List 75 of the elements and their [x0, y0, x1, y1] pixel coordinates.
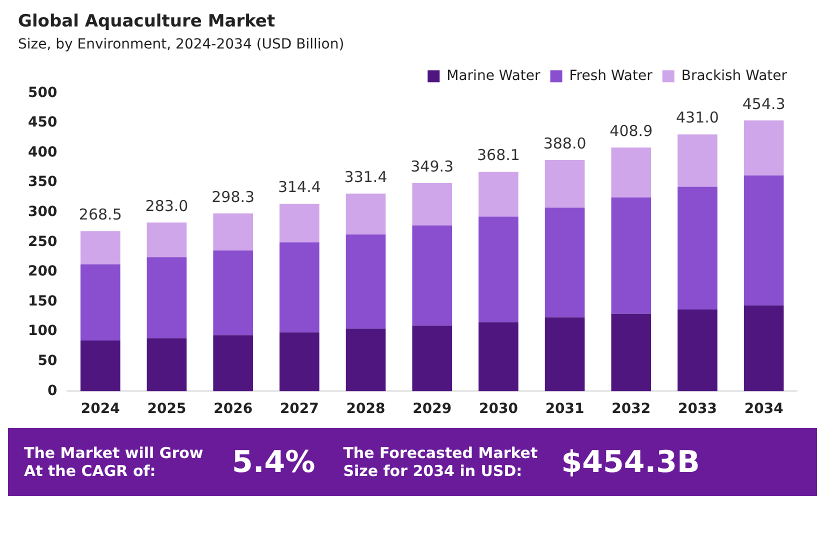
x-tick-label: 2031	[545, 401, 584, 418]
total-label: 349.3	[410, 157, 454, 176]
bar	[146, 257, 187, 338]
bar	[146, 222, 187, 258]
chart-title: Global Aquaculture Market	[18, 12, 276, 32]
bar	[346, 194, 386, 234]
bar	[744, 305, 784, 392]
bar	[213, 250, 253, 336]
bar	[213, 335, 253, 392]
bar	[412, 226, 452, 326]
y-tick-label: 500	[28, 84, 58, 101]
bar	[80, 264, 120, 341]
x-tick-label: 2029	[412, 401, 452, 418]
bar	[611, 314, 652, 392]
bar	[280, 242, 320, 332]
bar	[611, 147, 652, 198]
bar	[611, 198, 652, 314]
x-tick-label: 2033	[678, 401, 717, 418]
total-label: 408.9	[610, 122, 653, 140]
text: The Market will Grow At the CAGR of:	[24, 444, 204, 480]
x-tick-label: 2032	[612, 401, 651, 418]
bar	[346, 234, 386, 329]
bar	[744, 120, 784, 176]
total-label: 431.0	[676, 108, 719, 127]
y-tick-label: 450	[28, 114, 58, 131]
bar	[80, 231, 120, 264]
total-label: 268.5	[78, 206, 122, 224]
legend-label: Marine Water	[446, 68, 541, 84]
bar	[478, 322, 518, 392]
total-label: 298.3	[212, 188, 255, 206]
bar	[478, 216, 518, 322]
y-tick-label: 200	[28, 264, 58, 280]
x-tick-label: 2025	[147, 401, 186, 418]
text: $454.3B	[561, 444, 700, 480]
y-tick-label: 0	[47, 382, 58, 399]
x-tick-label: 2027	[280, 401, 319, 418]
text: The Forecasted Market Size for 2034 in USD:	[343, 444, 539, 480]
total-label: 388.0	[543, 134, 586, 152]
total-label: 368.1	[476, 146, 520, 164]
total-label: 331.4	[344, 168, 388, 186]
bar	[678, 186, 718, 310]
x-tick-label: 2024	[80, 401, 120, 418]
text: 5.4%	[232, 444, 316, 480]
y-tick-label: 350	[28, 174, 58, 190]
bar	[678, 310, 718, 392]
bar	[80, 340, 120, 392]
x-tick-label: 2030	[478, 401, 518, 418]
chart-subtitle: Size, by Environment, 2024-2034 (USD Billion)	[18, 36, 344, 52]
total-label: 283.0	[145, 196, 188, 215]
bar	[280, 204, 320, 242]
bar	[478, 172, 518, 217]
bar	[544, 160, 585, 208]
bar	[744, 175, 784, 306]
bar	[280, 332, 320, 392]
total-label: 314.4	[278, 178, 321, 196]
bar	[346, 328, 386, 392]
bar	[146, 338, 187, 392]
total-label: 454.3	[742, 94, 786, 113]
y-tick-label: 300	[28, 204, 58, 220]
legend-label: Fresh Water	[569, 68, 653, 84]
bar	[213, 213, 253, 251]
bar	[412, 326, 452, 392]
legend-label: Brackish Water	[681, 68, 788, 84]
y-tick-label: 400	[28, 144, 58, 160]
y-tick-label: 150	[28, 293, 58, 310]
bar	[412, 183, 452, 226]
x-tick-label: 2026	[214, 401, 253, 418]
bar	[544, 208, 585, 318]
x-tick-label: 2034	[744, 401, 784, 418]
bar	[678, 134, 718, 187]
y-tick-label: 50	[38, 353, 58, 370]
y-tick-label: 250	[28, 234, 58, 250]
x-tick-label: 2028	[346, 401, 386, 418]
bar	[544, 317, 585, 392]
y-tick-label: 100	[28, 323, 58, 340]
